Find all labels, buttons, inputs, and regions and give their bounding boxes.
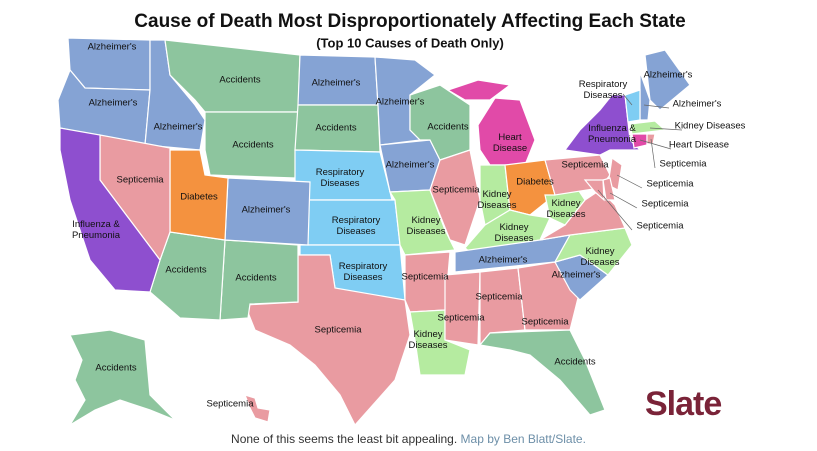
- leader-line: [649, 127, 683, 131]
- state-label: Accidents: [235, 273, 276, 284]
- state-label: Pneumonia: [588, 134, 637, 145]
- state-label: Kidney: [551, 198, 580, 209]
- state-label: Alzheimer's: [154, 122, 203, 133]
- state-label: Alzheimer's: [673, 99, 722, 110]
- state-label: Diseases: [546, 209, 585, 220]
- state-label: Septicemia: [562, 160, 610, 171]
- state: [504, 159, 556, 216]
- caption-credit[interactable]: Map by Ben Blatt/Slate.: [460, 432, 586, 446]
- state: [429, 149, 481, 246]
- state-label: Accidents: [315, 123, 356, 134]
- state-label: Kidney: [499, 222, 528, 233]
- state-label: Accidents: [165, 265, 206, 276]
- state-label: Accidents: [427, 122, 468, 133]
- state-label: Septicemia: [402, 272, 450, 283]
- leader-line: [622, 93, 633, 106]
- state-label: Alzheimer's: [242, 205, 291, 216]
- state-label: Respiratory: [339, 261, 388, 272]
- state: [624, 89, 641, 123]
- state: [583, 179, 605, 202]
- state: [446, 79, 512, 101]
- state-label: Diseases: [583, 90, 622, 101]
- state-label: Diseases: [343, 272, 382, 283]
- state-label: Diseases: [477, 200, 516, 211]
- leader-line: [639, 139, 672, 150]
- leader-line: [643, 104, 670, 109]
- state-label: Diseases: [580, 257, 619, 268]
- state-label: Alzheimer's: [552, 270, 601, 281]
- state-label: Diabetes: [180, 192, 218, 203]
- state-label: Diseases: [336, 226, 375, 237]
- state-label: Accidents: [219, 75, 260, 86]
- leader-line: [609, 192, 638, 209]
- state: [631, 133, 648, 149]
- state-label: Septicemia: [433, 185, 481, 196]
- state-label: Septicemia: [315, 325, 363, 336]
- state-label: Septicemia: [476, 292, 524, 303]
- state-label: Diabetes: [516, 177, 554, 188]
- state-label: Kidney: [482, 189, 511, 200]
- map-title: Cause of Death Most Disproportionately A…: [134, 11, 685, 32]
- state-label: Pneumonia: [72, 230, 121, 241]
- state-label: Accidents: [95, 363, 136, 374]
- state: [477, 97, 536, 166]
- leader-line: [597, 189, 633, 231]
- state-label: Alzheimer's: [644, 70, 693, 81]
- state-label: Septicemia: [522, 317, 570, 328]
- state-label: Alzheimer's: [312, 78, 361, 89]
- state-label: Respiratory: [332, 215, 381, 226]
- state-label: Diseases: [320, 178, 359, 189]
- state-label: Heart: [498, 132, 522, 143]
- leader-line: [616, 174, 643, 189]
- state-label: Alzheimer's: [88, 42, 137, 53]
- state: [59, 127, 161, 293]
- state-label: Septicemia: [207, 399, 255, 410]
- logo: Slate: [645, 385, 722, 423]
- state: [644, 49, 691, 111]
- state-label: Septicemia: [117, 175, 165, 186]
- state-label: Septicemia: [647, 179, 695, 190]
- state: [204, 111, 299, 179]
- caption-text: None of this seems the least bit appeali…: [231, 432, 458, 446]
- state-label: Septicemia: [438, 313, 486, 324]
- state-label: Kidney: [411, 215, 440, 226]
- state-label: Diseases: [406, 226, 445, 237]
- state-label: Influenza &: [72, 219, 120, 230]
- state-label: Influenza &: [588, 123, 636, 134]
- state-label: Heart Disease: [669, 140, 729, 151]
- state-label: Alzheimer's: [89, 98, 138, 109]
- map: Cause of Death Most Disproportionately A…: [57, 11, 746, 427]
- leader-line: [650, 138, 656, 169]
- state-label: Accidents: [554, 357, 595, 368]
- state-label: Respiratory: [316, 167, 365, 178]
- map-subtitle: (Top 10 Causes of Death Only): [316, 35, 504, 50]
- caption: None of this seems the least bit appeali…: [0, 432, 817, 446]
- state-label: Septicemia: [642, 199, 690, 210]
- state-label: Kidney: [413, 329, 442, 340]
- state-label: Alzheimer's: [376, 97, 425, 108]
- state-label: Septicemia: [637, 221, 685, 232]
- state: [69, 329, 176, 426]
- state: [478, 329, 606, 416]
- state: [479, 267, 526, 347]
- state-label: Alzheimer's: [386, 160, 435, 171]
- state-label: Septicemia: [660, 159, 708, 170]
- state: [244, 394, 271, 423]
- state-label: Accidents: [232, 140, 273, 151]
- state-label: Alzheimer's: [479, 255, 528, 266]
- state-label: Disease: [493, 143, 527, 154]
- state: [629, 120, 667, 135]
- state: [444, 271, 481, 346]
- state-label: Respiratory: [579, 79, 628, 90]
- state-label: Kidney: [585, 246, 614, 257]
- state-label: Diseases: [408, 340, 447, 351]
- state-label: Diseases: [494, 233, 533, 244]
- state-label: Kidney Diseases: [675, 121, 746, 132]
